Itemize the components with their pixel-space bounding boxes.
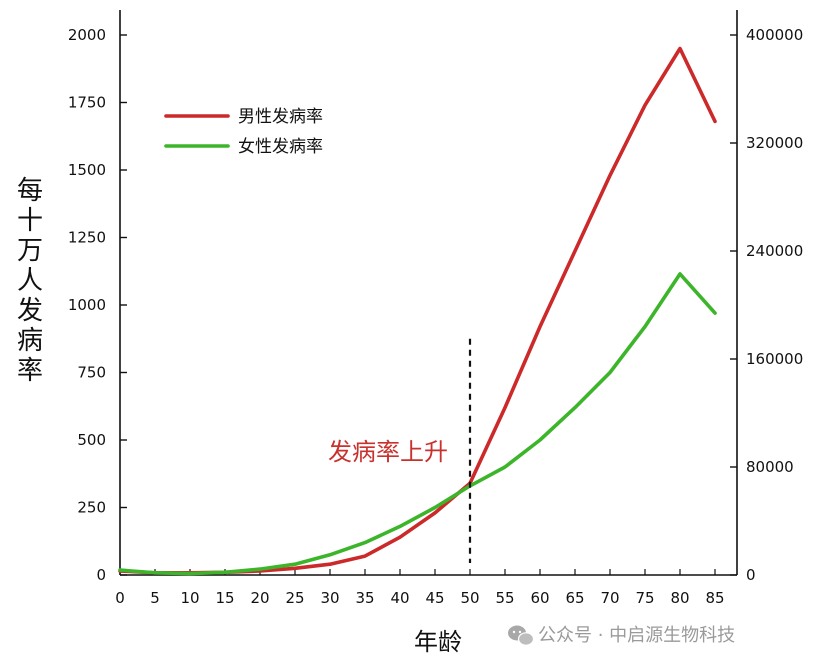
marker-annotation: 发病率上升 xyxy=(328,438,448,466)
series-line-male xyxy=(118,46,717,575)
y2-tick-label: 160000 xyxy=(746,350,803,368)
x-tick-label: 55 xyxy=(495,589,514,607)
x-tick-label: 10 xyxy=(180,589,199,607)
y-tick-label: 250 xyxy=(77,499,106,517)
watermark-text: 公众号 · 中启源生物科技 xyxy=(538,625,735,646)
y2-tick-label: 240000 xyxy=(746,242,803,260)
x-tick-label: 65 xyxy=(565,589,584,607)
y-tick-label: 1250 xyxy=(68,229,106,247)
y-tick-label: 0 xyxy=(96,566,106,584)
x-tick-label: 80 xyxy=(670,589,689,607)
x-tick-label: 5 xyxy=(150,589,160,607)
series-line-female xyxy=(118,272,717,576)
wechat-icon xyxy=(508,625,535,646)
x-tick-label: 20 xyxy=(250,589,269,607)
x-tick-label: 85 xyxy=(705,589,724,607)
x-tick-label: 35 xyxy=(355,589,374,607)
y2-tick-label: 400000 xyxy=(746,26,803,44)
y-axis-label-char: 每 xyxy=(17,176,43,206)
y-tick-label: 2000 xyxy=(68,26,106,44)
y2-tick-label: 80000 xyxy=(746,458,794,476)
x-tick-label: 15 xyxy=(215,589,234,607)
y-tick-label: 1500 xyxy=(68,161,106,179)
x-tick-label: 0 xyxy=(115,589,125,607)
y2-tick-label: 0 xyxy=(746,566,756,584)
x-tick-label: 40 xyxy=(390,589,409,607)
y2-tick-label: 320000 xyxy=(746,134,803,152)
y-axis-label-char: 十 xyxy=(17,206,43,236)
y-tick-label: 1750 xyxy=(68,94,106,112)
y-axis-label-char: 万 xyxy=(17,236,43,266)
x-tick-label: 30 xyxy=(320,589,339,607)
y-axis-label-char: 发 xyxy=(17,296,43,326)
x-tick-label: 45 xyxy=(425,589,444,607)
x-tick-label: 60 xyxy=(530,589,549,607)
y-axis-label-char: 病 xyxy=(17,326,43,356)
legend-label: 女性发病率 xyxy=(238,137,323,157)
y-axis-label-char: 人 xyxy=(17,266,43,296)
y-tick-label: 750 xyxy=(77,364,106,382)
legend-label: 男性发病率 xyxy=(238,107,323,127)
x-tick-label: 25 xyxy=(285,589,304,607)
x-axis-label: 年龄 xyxy=(414,628,462,656)
x-tick-label: 50 xyxy=(460,589,479,607)
y-axis-label-char: 率 xyxy=(17,356,43,386)
y-tick-label: 1000 xyxy=(68,296,106,314)
x-tick-label: 75 xyxy=(635,589,654,607)
x-tick-label: 70 xyxy=(600,589,619,607)
y-tick-label: 500 xyxy=(77,431,106,449)
